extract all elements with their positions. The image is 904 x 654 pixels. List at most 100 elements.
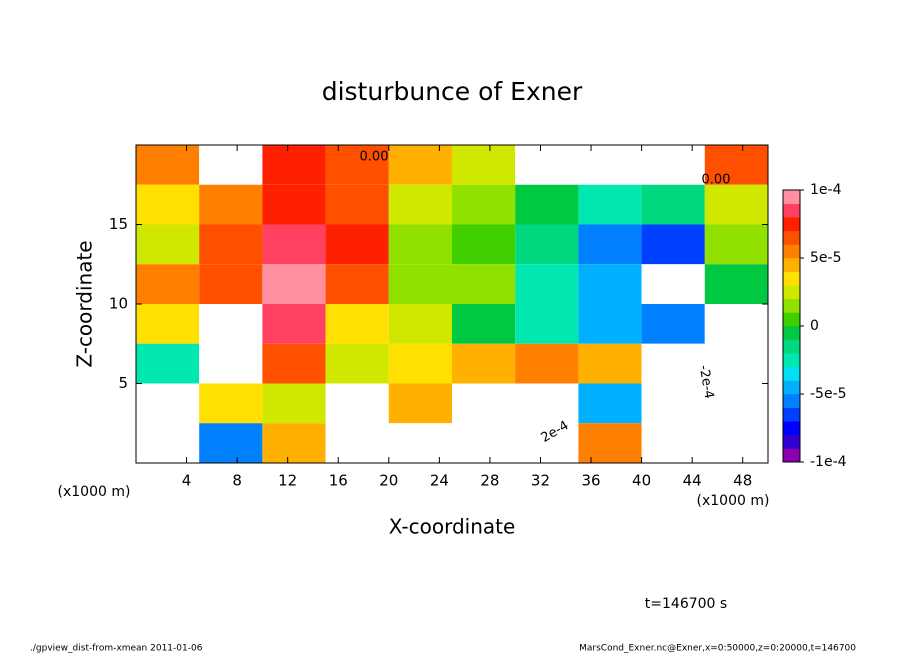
heat-cell [704,224,768,265]
heat-cell [515,224,579,265]
colorbar-cell [783,326,800,340]
colorbar-cell [783,258,800,272]
colorbar-cell [783,230,800,245]
heat-cell [578,224,642,265]
heat-cell [262,224,326,265]
colorbar-cell [783,434,800,449]
x-tick-label: 40 [632,472,651,490]
colorbar-cell [783,203,800,218]
heat-cell [641,264,705,304]
colorbar-cell [783,394,800,408]
heat-cell [515,304,579,344]
x-tick-label: 4 [182,472,192,490]
x-tick-label: 36 [581,472,600,490]
footer-right: MarsCond_Exner.nc@Exner,x=0:50000,z=0:20… [579,644,856,654]
heat-cell [578,304,642,344]
heat-cell [388,264,452,304]
heat-cell [325,423,389,463]
heat-cell [452,383,516,424]
heat-cell [641,343,705,384]
heat-cell [199,224,263,265]
heat-cell [325,145,389,185]
heat-cell [325,224,389,265]
heat-cell [388,423,452,463]
colorbar-cell [783,407,800,422]
heat-cell [452,343,516,384]
y-tick-label: 10 [109,295,128,313]
heat-cell [578,383,642,424]
heat-cell [452,264,516,304]
x-tick-label: 24 [430,472,449,490]
heat-cell [704,423,768,463]
heat-cell [452,184,516,225]
heat-cell [704,343,768,384]
colorbar-cell [783,190,800,204]
colorbar-tick-label: 0 [810,318,819,334]
colorbar-cell [783,366,800,381]
heat-cell [136,423,200,463]
heat-cell [199,423,263,463]
heat-cell [641,423,705,463]
heat-cell [136,145,200,185]
colorbar-tick-label: -1e-4 [810,454,847,470]
heat-cell [515,184,579,225]
heat-cell [704,264,768,304]
heat-cell [515,383,579,424]
y-unit: (x1000 m) [58,484,131,500]
heat-cell [199,184,263,225]
colorbar-cell [783,298,800,313]
heat-cell [452,224,516,265]
heat-cell [452,423,516,463]
heat-cell [388,343,452,384]
heat-cell [136,224,200,265]
x-tick-label: 28 [480,472,499,490]
colorbar-cell [783,421,800,436]
heat-cell [452,145,516,185]
heat-cell [704,184,768,225]
heat-cell [704,145,768,185]
heat-cell [136,304,200,344]
heat-cell [578,423,642,463]
heat-cell [136,264,200,304]
heat-cell [388,145,452,185]
colorbar-cell [783,380,800,395]
heat-cell [262,145,326,185]
contour-label: -2e-4 [696,364,717,400]
x-tick-label: 32 [531,472,550,490]
heat-cell [578,264,642,304]
heat-cell [641,383,705,424]
heat-cell [388,304,452,344]
heat-cell [262,304,326,344]
heat-cell [199,304,263,344]
heat-cell [515,423,579,463]
colorbar-tick-label: 1e-4 [810,182,842,198]
heat-cell [515,343,579,384]
colorbar-cell [783,271,800,286]
heat-cell [262,423,326,463]
y-tick-label: 5 [118,374,128,392]
colorbar-tick-label: -5e-5 [810,386,847,402]
contour-label: 0.00 [360,150,389,165]
heat-cell [262,264,326,304]
heat-cell [641,145,705,185]
x-tick-label: 48 [733,472,752,490]
heat-cell [578,343,642,384]
heat-cell [262,383,326,424]
y-axis-label: Z-coordinate [73,240,97,367]
x-tick-label: 12 [278,472,297,490]
heat-cell [704,304,768,344]
heat-cell [515,264,579,304]
heat-cell [136,383,200,424]
heat-cell [325,264,389,304]
heat-cell [136,343,200,384]
heat-cell [641,224,705,265]
heat-cell [262,184,326,225]
heat-cell [325,383,389,424]
x-tick-label: 8 [232,472,242,490]
x-tick-label: 44 [683,472,702,490]
heat-cell [452,304,516,344]
colorbar-cell [783,312,800,327]
colorbar-tick-label: 5e-5 [810,250,841,266]
time-label: t=146700 s [645,596,727,612]
heat-cell [199,264,263,304]
